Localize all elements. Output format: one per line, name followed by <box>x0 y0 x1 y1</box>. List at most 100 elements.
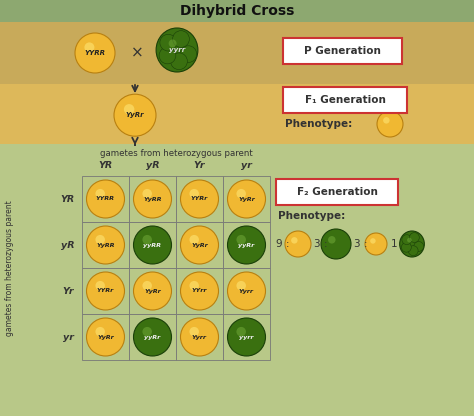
Circle shape <box>142 235 152 245</box>
FancyBboxPatch shape <box>176 268 223 314</box>
Circle shape <box>237 235 246 245</box>
Text: YyRR: YyRR <box>143 196 162 201</box>
Circle shape <box>321 229 351 259</box>
FancyBboxPatch shape <box>82 176 129 222</box>
Text: P Generation: P Generation <box>304 46 381 56</box>
Circle shape <box>190 327 199 337</box>
Circle shape <box>86 272 125 310</box>
Text: YYRR: YYRR <box>96 196 115 201</box>
Text: yyrr: yyrr <box>169 47 185 53</box>
FancyBboxPatch shape <box>223 268 270 314</box>
Circle shape <box>95 327 105 337</box>
FancyBboxPatch shape <box>129 176 176 222</box>
Circle shape <box>228 180 265 218</box>
Text: 3 :: 3 : <box>354 239 367 249</box>
FancyBboxPatch shape <box>176 314 223 360</box>
Text: Dihybrid Cross: Dihybrid Cross <box>180 4 294 18</box>
Circle shape <box>377 111 403 137</box>
Circle shape <box>95 281 105 290</box>
Circle shape <box>180 46 197 62</box>
Text: YYRr: YYRr <box>97 289 114 294</box>
Ellipse shape <box>156 28 198 72</box>
Text: yr: yr <box>241 161 252 171</box>
Text: 1: 1 <box>391 239 398 249</box>
Text: YYrr: YYrr <box>192 289 207 294</box>
FancyBboxPatch shape <box>223 222 270 268</box>
Text: 9 :: 9 : <box>276 239 290 249</box>
Text: 3 :: 3 : <box>314 239 328 249</box>
Circle shape <box>173 31 189 47</box>
Text: yyrr: yyrr <box>239 334 254 339</box>
FancyBboxPatch shape <box>129 268 176 314</box>
Text: YYRR: YYRR <box>84 50 106 56</box>
Ellipse shape <box>400 231 424 257</box>
Circle shape <box>285 231 311 257</box>
Text: Yyrr: Yyrr <box>192 334 207 339</box>
FancyBboxPatch shape <box>283 87 407 113</box>
Circle shape <box>408 246 418 255</box>
Circle shape <box>181 272 219 310</box>
FancyBboxPatch shape <box>176 176 223 222</box>
Circle shape <box>228 318 265 356</box>
FancyBboxPatch shape <box>82 268 129 314</box>
Circle shape <box>291 237 298 244</box>
Circle shape <box>95 235 105 245</box>
FancyBboxPatch shape <box>176 222 223 268</box>
FancyBboxPatch shape <box>82 222 129 268</box>
Text: YyRr: YyRr <box>191 243 208 248</box>
Text: gametes from heterozygous parent: gametes from heterozygous parent <box>6 200 15 336</box>
Text: YyRr: YyRr <box>126 112 144 118</box>
Circle shape <box>414 242 424 251</box>
Circle shape <box>134 226 172 264</box>
Text: Phenotype:: Phenotype: <box>285 119 352 129</box>
Text: ×: × <box>131 45 143 60</box>
Text: yyRr: yyRr <box>145 334 161 339</box>
Text: YyRR: YyRR <box>96 243 115 248</box>
FancyBboxPatch shape <box>0 176 474 364</box>
FancyBboxPatch shape <box>283 38 402 64</box>
Circle shape <box>160 34 177 51</box>
Circle shape <box>237 189 246 198</box>
Circle shape <box>401 242 411 252</box>
Circle shape <box>190 189 199 198</box>
Circle shape <box>402 235 412 245</box>
Circle shape <box>383 117 390 124</box>
Text: yR: yR <box>146 161 159 171</box>
Circle shape <box>228 226 265 264</box>
Text: yyRR: yyRR <box>144 243 162 248</box>
Circle shape <box>86 318 125 356</box>
FancyBboxPatch shape <box>223 176 270 222</box>
Circle shape <box>171 53 187 69</box>
Text: YYRr: YYRr <box>191 196 208 201</box>
Circle shape <box>181 226 219 264</box>
Circle shape <box>124 104 134 114</box>
FancyBboxPatch shape <box>82 314 129 360</box>
Text: YyRr: YyRr <box>238 196 255 201</box>
Circle shape <box>86 180 125 218</box>
Text: YyRr: YyRr <box>97 334 114 339</box>
Circle shape <box>328 236 336 243</box>
Text: yR: yR <box>61 240 75 250</box>
Circle shape <box>181 318 219 356</box>
Circle shape <box>95 189 105 198</box>
Text: F₁ Generation: F₁ Generation <box>305 95 385 105</box>
Circle shape <box>84 42 94 52</box>
Circle shape <box>190 281 199 290</box>
FancyBboxPatch shape <box>0 84 474 144</box>
Circle shape <box>134 318 172 356</box>
Text: F₂ Generation: F₂ Generation <box>297 187 377 197</box>
FancyBboxPatch shape <box>129 222 176 268</box>
FancyBboxPatch shape <box>0 22 474 84</box>
Circle shape <box>75 33 115 73</box>
Circle shape <box>142 281 152 290</box>
Circle shape <box>370 238 376 244</box>
Text: Yyrr: Yyrr <box>239 289 254 294</box>
FancyBboxPatch shape <box>129 314 176 360</box>
Text: YR: YR <box>99 161 113 171</box>
Text: Phenotype:: Phenotype: <box>278 211 345 221</box>
Text: Yr: Yr <box>62 287 74 295</box>
Circle shape <box>142 189 152 198</box>
Circle shape <box>159 47 176 64</box>
Circle shape <box>410 233 419 243</box>
FancyBboxPatch shape <box>276 179 398 205</box>
